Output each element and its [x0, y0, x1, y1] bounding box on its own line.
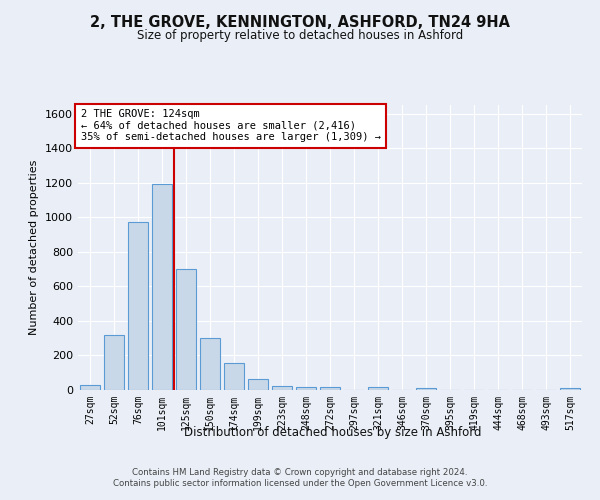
Bar [272, 386, 292, 390]
Bar [200, 338, 220, 390]
Bar [176, 269, 196, 390]
Text: Contains HM Land Registry data © Crown copyright and database right 2024.: Contains HM Land Registry data © Crown c… [132, 468, 468, 477]
Text: 2 THE GROVE: 124sqm
← 64% of detached houses are smaller (2,416)
35% of semi-det: 2 THE GROVE: 124sqm ← 64% of detached ho… [80, 110, 380, 142]
Text: 2, THE GROVE, KENNINGTON, ASHFORD, TN24 9HA: 2, THE GROVE, KENNINGTON, ASHFORD, TN24 … [90, 15, 510, 30]
Bar [248, 379, 268, 390]
Text: Size of property relative to detached houses in Ashford: Size of property relative to detached ho… [137, 30, 463, 43]
Y-axis label: Number of detached properties: Number of detached properties [29, 160, 40, 335]
Bar [104, 334, 124, 390]
Text: Contains public sector information licensed under the Open Government Licence v3: Contains public sector information licen… [113, 479, 487, 488]
Bar [368, 388, 388, 390]
Bar [224, 363, 244, 390]
Bar [560, 388, 580, 390]
Bar [320, 386, 340, 390]
Bar [80, 385, 100, 390]
Bar [128, 222, 148, 390]
Bar [296, 386, 316, 390]
Text: Distribution of detached houses by size in Ashford: Distribution of detached houses by size … [184, 426, 482, 439]
Bar [152, 184, 172, 390]
Bar [416, 388, 436, 390]
